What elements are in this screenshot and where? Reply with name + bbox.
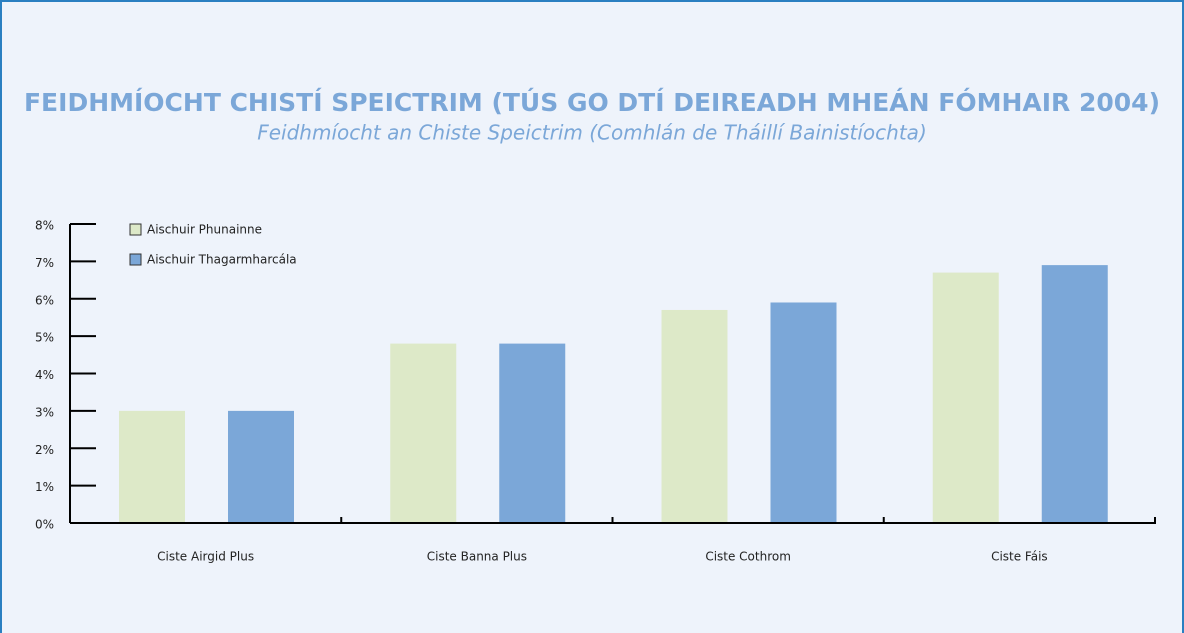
y-tick-label: 2% <box>35 443 54 457</box>
legend-label: Aischuir Phunainne <box>147 223 262 237</box>
legend-label: Aischuir Thagarmharcála <box>147 253 297 267</box>
chart-subtitle: Feidhmíocht an Chiste Speictrim (Comhlán… <box>257 121 927 145</box>
bar <box>932 272 999 523</box>
legend-swatch <box>129 253 142 266</box>
x-tick-label: Ciste Cothrom <box>705 550 791 564</box>
x-tick-label: Ciste Airgid Plus <box>157 550 254 564</box>
bar <box>1041 265 1108 523</box>
y-tick-label: 8% <box>35 219 54 233</box>
chart-title: FEIDHMÍOCHT CHISTÍ SPEICTRIM (TÚS GO DTÍ… <box>24 87 1160 117</box>
bar <box>390 343 457 523</box>
x-tick-label: Ciste Banna Plus <box>427 550 527 564</box>
y-tick-label: 1% <box>35 480 54 494</box>
bar <box>228 410 294 523</box>
bar <box>661 309 728 523</box>
y-tick-label: 6% <box>35 293 54 307</box>
y-tick-label: 0% <box>35 518 54 532</box>
y-tick-label: 7% <box>35 256 54 270</box>
y-tick-label: 5% <box>35 331 54 345</box>
y-tick-label: 3% <box>35 405 54 419</box>
x-tick-label: Ciste Fáis <box>991 550 1048 564</box>
bar <box>119 410 185 523</box>
bar <box>770 302 837 523</box>
bar <box>499 343 566 523</box>
legend-swatch <box>129 223 142 236</box>
y-tick-label: 4% <box>35 368 54 382</box>
